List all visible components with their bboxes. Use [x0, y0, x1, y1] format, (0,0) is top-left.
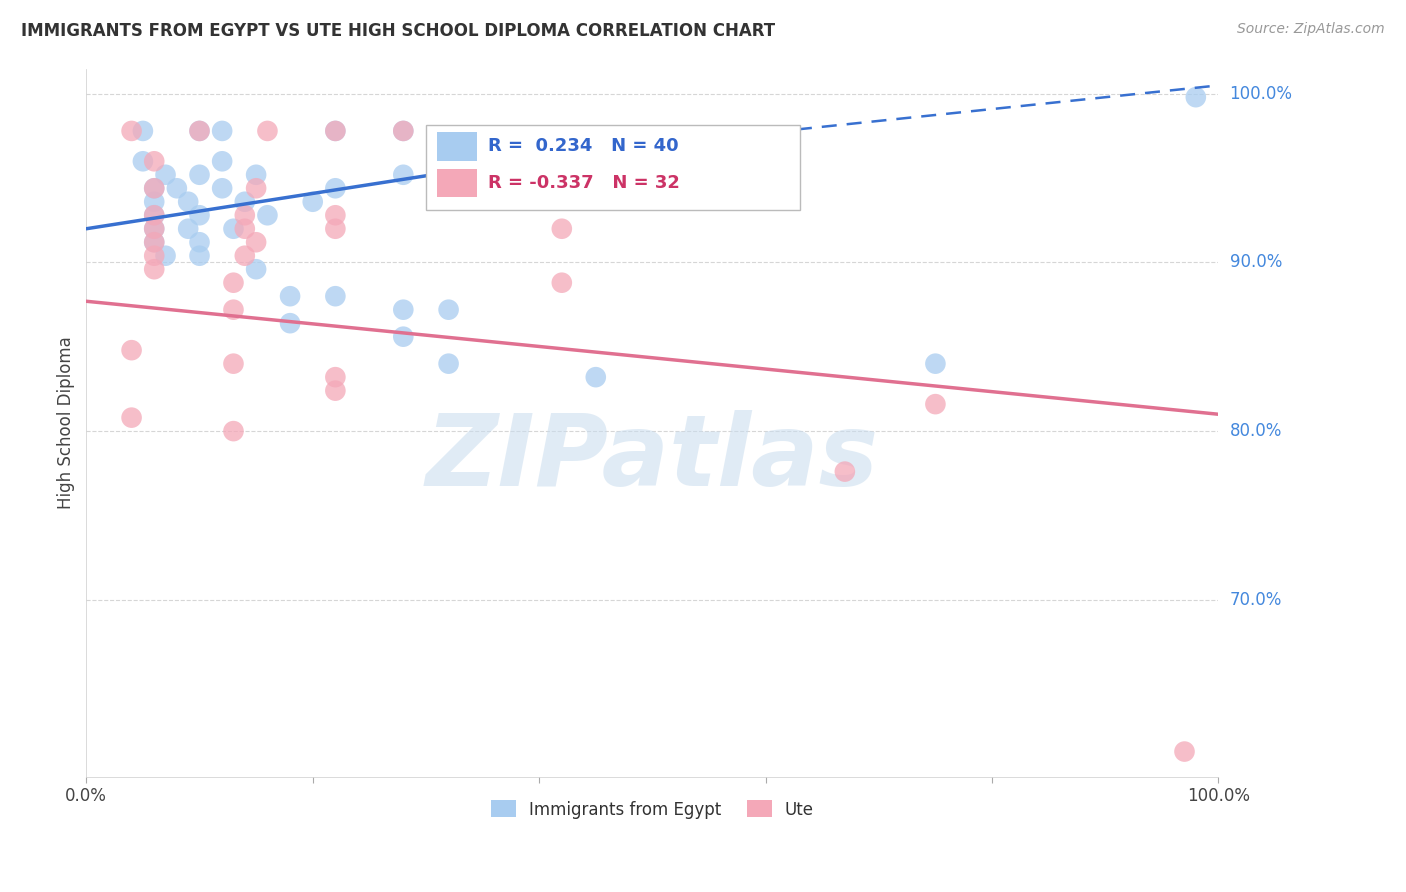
Point	[392, 168, 415, 182]
Point	[924, 357, 946, 371]
Point	[132, 124, 155, 138]
Point	[143, 221, 166, 235]
Text: 80.0%: 80.0%	[1230, 422, 1282, 440]
Point	[222, 221, 245, 235]
Point	[166, 181, 188, 195]
Point	[143, 235, 166, 250]
Point	[177, 221, 200, 235]
Point	[121, 343, 143, 358]
Point	[155, 168, 177, 182]
Point	[143, 208, 166, 222]
Point	[245, 235, 267, 250]
Point	[233, 249, 256, 263]
Text: 90.0%: 90.0%	[1230, 253, 1282, 271]
Point	[143, 154, 166, 169]
Point	[834, 465, 856, 479]
FancyBboxPatch shape	[437, 169, 477, 197]
Point	[325, 384, 347, 398]
FancyBboxPatch shape	[437, 132, 477, 161]
Point	[245, 168, 267, 182]
Y-axis label: High School Diploma: High School Diploma	[58, 336, 75, 509]
Point	[188, 249, 211, 263]
Point	[1185, 90, 1208, 104]
Point	[392, 124, 415, 138]
Point	[325, 289, 347, 303]
Point	[143, 181, 166, 195]
Point	[222, 276, 245, 290]
Point	[143, 249, 166, 263]
Point	[155, 249, 177, 263]
Point	[188, 124, 211, 138]
Point	[188, 124, 211, 138]
Point	[392, 329, 415, 343]
Point	[143, 208, 166, 222]
Point	[301, 194, 323, 209]
Point	[325, 208, 347, 222]
Point	[437, 357, 460, 371]
Point	[325, 124, 347, 138]
Text: ZIPatlas: ZIPatlas	[426, 409, 879, 507]
Text: 70.0%: 70.0%	[1230, 591, 1282, 608]
Point	[143, 235, 166, 250]
Text: 100.0%: 100.0%	[1230, 85, 1292, 103]
Point	[256, 208, 278, 222]
Text: R = -0.337   N = 32: R = -0.337 N = 32	[488, 174, 681, 193]
Point	[325, 181, 347, 195]
Point	[211, 181, 233, 195]
Point	[233, 194, 256, 209]
Point	[278, 316, 301, 330]
Point	[188, 168, 211, 182]
Point	[143, 221, 166, 235]
Point	[211, 154, 233, 169]
Point	[222, 357, 245, 371]
Point	[325, 221, 347, 235]
Point	[585, 370, 607, 384]
Text: IMMIGRANTS FROM EGYPT VS UTE HIGH SCHOOL DIPLOMA CORRELATION CHART: IMMIGRANTS FROM EGYPT VS UTE HIGH SCHOOL…	[21, 22, 775, 40]
Text: Source: ZipAtlas.com: Source: ZipAtlas.com	[1237, 22, 1385, 37]
Point	[143, 181, 166, 195]
Point	[392, 124, 415, 138]
Point	[143, 194, 166, 209]
Point	[143, 262, 166, 277]
Point	[551, 276, 574, 290]
Point	[437, 302, 460, 317]
Point	[551, 221, 574, 235]
Point	[325, 124, 347, 138]
Point	[188, 208, 211, 222]
Point	[245, 262, 267, 277]
Point	[1173, 745, 1195, 759]
Point	[278, 289, 301, 303]
Point	[177, 194, 200, 209]
Point	[222, 424, 245, 438]
Point	[924, 397, 946, 411]
Point	[188, 235, 211, 250]
Point	[233, 208, 256, 222]
Point	[121, 410, 143, 425]
Point	[325, 370, 347, 384]
Point	[211, 124, 233, 138]
Point	[245, 181, 267, 195]
Legend: Immigrants from Egypt, Ute: Immigrants from Egypt, Ute	[484, 794, 821, 825]
Point	[392, 302, 415, 317]
Point	[233, 221, 256, 235]
Point	[222, 302, 245, 317]
Point	[121, 124, 143, 138]
Text: R =  0.234   N = 40: R = 0.234 N = 40	[488, 137, 679, 155]
FancyBboxPatch shape	[426, 125, 800, 211]
Point	[132, 154, 155, 169]
Point	[256, 124, 278, 138]
